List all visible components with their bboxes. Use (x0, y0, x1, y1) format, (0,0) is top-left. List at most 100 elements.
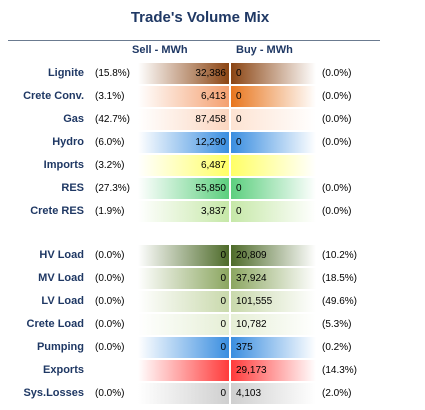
sell-bar: 3,837 (138, 201, 229, 222)
buy-percent: (0.0%) (322, 137, 352, 148)
row-label: Crete Load (26, 318, 84, 330)
sell-bar: 6,487 (138, 155, 229, 176)
sell-value: 87,458 (195, 114, 226, 125)
sell-buy-separator (229, 63, 231, 222)
sell-bar (138, 360, 229, 381)
sell-value: 0 (220, 342, 226, 353)
table-row-imports: Imports (3.2%) 6,487 (0, 155, 425, 176)
row-label: LV Load (41, 295, 84, 307)
buy-bar: 0 (231, 132, 316, 153)
sell-bar: 87,458 (138, 109, 229, 130)
buy-percent: (0.0%) (322, 206, 352, 217)
buy-bar: 0 (231, 109, 316, 130)
table-row-pumping: Pumping (0.0%) 0 375 (0.2%) (0, 337, 425, 358)
sell-bar: 32,386 (138, 63, 229, 84)
buy-percent: (14.3%) (322, 365, 358, 376)
buy-percent: (0.0%) (322, 114, 352, 125)
buy-percent: (0.0%) (322, 91, 352, 102)
sell-percent: (0.0%) (95, 388, 125, 399)
table-row-lv-load: LV Load (0.0%) 0 101,555 (49.6%) (0, 291, 425, 312)
title-divider (8, 40, 380, 41)
sell-percent: (0.0%) (95, 342, 125, 353)
sell-bar: 0 (138, 245, 229, 266)
buy-bar: 4,103 (231, 383, 316, 404)
sell-bar: 0 (138, 291, 229, 312)
buy-value: 4,103 (236, 388, 262, 399)
sell-percent: (42.7%) (95, 114, 131, 125)
buy-percent: (0.0%) (322, 68, 352, 79)
table-row-crete-load: Crete Load (0.0%) 0 10,782 (5.3%) (0, 314, 425, 335)
buy-value: 29,173 (236, 365, 267, 376)
sell-value: 0 (220, 296, 226, 307)
sell-percent: (15.8%) (95, 68, 131, 79)
buy-bar: 0 (231, 178, 316, 199)
sell-percent: (3.2%) (95, 160, 125, 171)
buy-bar (231, 155, 316, 176)
buy-value: 375 (236, 342, 253, 353)
row-label: Hydro (52, 136, 84, 148)
buy-value: 0 (236, 183, 242, 194)
buy-bar: 0 (231, 201, 316, 222)
row-label: Lignite (47, 67, 84, 79)
sell-column-header: Sell - MWh (132, 44, 188, 56)
buy-value: 37,924 (236, 273, 267, 284)
sell-value: 3,837 (200, 206, 226, 217)
table-row-hydro: Hydro (6.0%) 12,290 0 (0.0%) (0, 132, 425, 153)
sell-percent: (1.9%) (95, 206, 125, 217)
buy-bar: 10,782 (231, 314, 316, 335)
row-label: MV Load (38, 272, 84, 284)
buy-bar: 0 (231, 86, 316, 107)
row-label: RES (61, 182, 84, 194)
table-row-crete-conv: Crete Conv. (3.1%) 6,413 0 (0.0%) (0, 86, 425, 107)
buy-value: 0 (236, 114, 242, 125)
sell-value: 0 (220, 250, 226, 261)
sell-value: 12,290 (195, 137, 226, 148)
sell-percent: (0.0%) (95, 296, 125, 307)
row-label: Sys.Losses (23, 387, 84, 399)
row-label: Gas (63, 113, 84, 125)
buy-bar: 37,924 (231, 268, 316, 289)
sell-percent: (3.1%) (95, 91, 125, 102)
sell-percent: (0.0%) (95, 319, 125, 330)
buy-value: 10,782 (236, 319, 267, 330)
buy-value: 0 (236, 137, 242, 148)
sell-bar: 6,413 (138, 86, 229, 107)
row-label: Crete Conv. (23, 90, 84, 102)
table-row-sys-losses: Sys.Losses (0.0%) 0 4,103 (2.0%) (0, 383, 425, 404)
buy-value: 0 (236, 68, 242, 79)
buy-bar: 0 (231, 63, 316, 84)
sell-bar: 0 (138, 268, 229, 289)
table-row-exports: Exports 29,173 (14.3%) (0, 360, 425, 381)
buy-bar: 375 (231, 337, 316, 358)
sell-bar: 0 (138, 383, 229, 404)
row-label: Exports (43, 364, 84, 376)
buy-percent: (49.6%) (322, 296, 358, 307)
table-row-res: RES (27.3%) 55,850 0 (0.0%) (0, 178, 425, 199)
row-label: Pumping (36, 341, 84, 353)
sell-value: 0 (220, 273, 226, 284)
table-row-lignite: Lignite (15.8%) 32,386 0 (0.0%) (0, 63, 425, 84)
chart-title: Trade's Volume Mix (130, 9, 270, 26)
table-row-mv-load: MV Load (0.0%) 0 37,924 (18.5%) (0, 268, 425, 289)
sell-bar: 0 (138, 337, 229, 358)
sell-percent: (0.0%) (95, 273, 125, 284)
sell-buy-separator-lower (229, 245, 231, 404)
table-row-gas: Gas (42.7%) 87,458 0 (0.0%) (0, 109, 425, 130)
row-label: Imports (43, 159, 84, 171)
buy-bar: 101,555 (231, 291, 316, 312)
sell-bar: 12,290 (138, 132, 229, 153)
buy-percent: (5.3%) (322, 319, 352, 330)
sell-value: 32,386 (195, 68, 226, 79)
row-label: HV Load (39, 249, 84, 261)
sell-percent: (27.3%) (95, 183, 131, 194)
sell-percent: (0.0%) (95, 250, 125, 261)
sell-bar: 55,850 (138, 178, 229, 199)
buy-percent: (18.5%) (322, 273, 358, 284)
table-row-hv-load: HV Load (0.0%) 0 20,809 (10.2%) (0, 245, 425, 266)
sell-percent: (6.0%) (95, 137, 125, 148)
sell-value: 6,413 (200, 91, 226, 102)
buy-percent: (10.2%) (322, 250, 358, 261)
row-label: Crete RES (30, 205, 84, 217)
buy-bar: 29,173 (231, 360, 316, 381)
buy-value: 0 (236, 91, 242, 102)
